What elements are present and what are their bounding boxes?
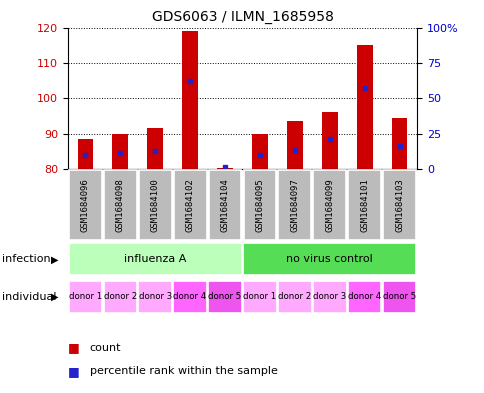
Text: ▶: ▶ xyxy=(51,254,58,264)
Text: no virus control: no virus control xyxy=(286,253,372,264)
Bar xyxy=(382,281,416,313)
Bar xyxy=(242,243,416,275)
Text: infection: infection xyxy=(2,254,51,264)
Bar xyxy=(391,118,407,169)
Text: ■: ■ xyxy=(68,365,79,378)
Text: donor 4: donor 4 xyxy=(173,292,206,301)
Bar xyxy=(173,171,206,240)
Bar xyxy=(173,281,207,313)
Bar xyxy=(182,31,197,169)
Bar xyxy=(104,171,136,240)
Text: GSM1684096: GSM1684096 xyxy=(81,178,90,232)
Text: GSM1684095: GSM1684095 xyxy=(255,178,264,232)
Text: ■: ■ xyxy=(68,341,79,354)
Bar xyxy=(208,281,242,313)
Text: donor 2: donor 2 xyxy=(278,292,311,301)
Text: GSM1684100: GSM1684100 xyxy=(151,178,159,232)
Bar xyxy=(68,281,102,313)
Text: GSM1684104: GSM1684104 xyxy=(220,178,229,232)
Bar xyxy=(278,171,311,240)
Text: donor 3: donor 3 xyxy=(313,292,346,301)
Bar xyxy=(68,243,242,275)
Text: donor 1: donor 1 xyxy=(69,292,102,301)
Bar xyxy=(217,168,232,169)
Text: donor 3: donor 3 xyxy=(138,292,171,301)
Text: count: count xyxy=(90,343,121,353)
Bar xyxy=(242,281,276,313)
Bar xyxy=(277,281,311,313)
Text: influenza A: influenza A xyxy=(124,253,186,264)
Text: GSM1684097: GSM1684097 xyxy=(290,178,299,232)
Bar xyxy=(252,134,267,169)
Bar xyxy=(138,281,172,313)
Bar xyxy=(356,45,372,169)
Text: donor 5: donor 5 xyxy=(208,292,241,301)
Text: GSM1684102: GSM1684102 xyxy=(185,178,194,232)
Text: GSM1684099: GSM1684099 xyxy=(325,178,333,232)
Bar xyxy=(287,121,302,169)
Bar xyxy=(243,171,276,240)
Bar xyxy=(112,134,128,169)
Bar xyxy=(348,171,380,240)
Bar xyxy=(321,112,337,169)
Text: donor 5: donor 5 xyxy=(382,292,415,301)
Bar xyxy=(147,128,163,169)
Text: percentile rank within the sample: percentile rank within the sample xyxy=(90,366,277,376)
Bar xyxy=(103,281,137,313)
Bar xyxy=(69,171,102,240)
Bar xyxy=(77,139,93,169)
Title: GDS6063 / ILMN_1685958: GDS6063 / ILMN_1685958 xyxy=(151,10,333,24)
Text: GSM1684098: GSM1684098 xyxy=(116,178,124,232)
Bar xyxy=(312,281,346,313)
Bar xyxy=(313,171,346,240)
Text: GSM1684101: GSM1684101 xyxy=(360,178,368,232)
Bar xyxy=(347,281,381,313)
Text: GSM1684103: GSM1684103 xyxy=(394,178,403,232)
Text: donor 1: donor 1 xyxy=(243,292,276,301)
Text: individual: individual xyxy=(2,292,57,302)
Bar xyxy=(382,171,415,240)
Text: ▶: ▶ xyxy=(51,292,58,302)
Bar xyxy=(208,171,241,240)
Text: donor 2: donor 2 xyxy=(104,292,136,301)
Bar xyxy=(138,171,171,240)
Text: donor 4: donor 4 xyxy=(348,292,380,301)
